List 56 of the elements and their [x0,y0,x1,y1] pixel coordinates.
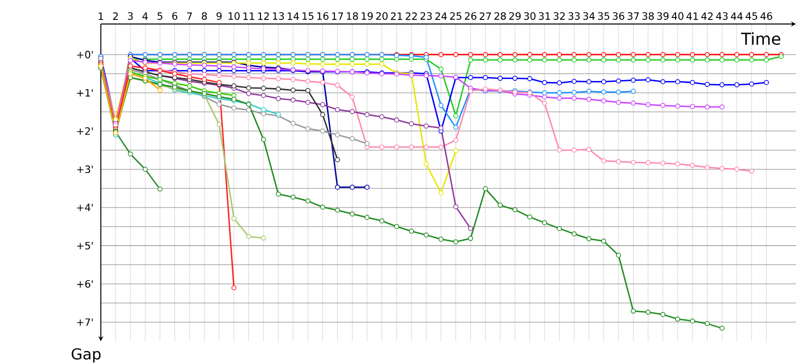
x-tick-label: 31 [538,12,550,20]
y-tick-label: +1' [77,89,93,97]
x-tick-label: 8 [202,12,207,20]
x-tick-label: 6 [172,12,178,20]
x-tick-label: 23 [420,12,432,20]
y-tick-label: +2' [77,127,93,135]
x-tick-label: 46 [760,12,772,20]
x-tick-label: 7 [187,12,192,20]
x-tick-label: 34 [583,12,595,20]
x-tick-label: 19 [362,12,373,20]
x-tick-label: 5 [158,12,162,20]
x-tick-label: 37 [628,12,639,20]
x-tick-label: 14 [288,12,299,20]
y-tick-label: +7' [77,318,93,326]
x-tick-label: 4 [142,12,148,20]
x-tick-label: 17 [332,12,344,20]
x-tick-label: 40 [672,12,684,20]
x-tick-label: 33 [568,12,580,20]
x-tick-label: 12 [258,12,269,20]
x-tick-label: 2 [113,12,118,20]
y-tick-label: +6' [77,280,93,288]
x-tick-label: 42 [701,12,713,20]
x-tick-label: 3 [128,12,133,20]
x-tick-label: 45 [746,12,758,20]
x-tick-label: 36 [612,12,624,20]
x-tick-label: 22 [406,12,417,20]
x-tick-label: 20 [376,12,388,20]
x-tick-label: 32 [554,12,565,20]
x-tick-label: 35 [598,12,610,20]
x-axis-title: Time [741,32,780,45]
x-tick-label: 1 [98,12,104,20]
x-tick-label: 16 [317,12,328,20]
y-tick-label: +3' [77,165,93,174]
x-tick-label: 11 [243,12,254,20]
x-tick-label: 29 [509,12,521,20]
x-tick-label: 9 [216,12,222,20]
x-tick-label: 26 [464,12,476,20]
y-axis-title: Gap [72,348,101,363]
x-tick-label: 21 [390,12,402,20]
x-tick-label: 27 [480,12,491,20]
x-tick-label: 18 [346,12,358,20]
x-tick-label: 10 [228,12,240,20]
x-tick-label: 13 [272,12,284,20]
x-tick-label: 39 [657,12,669,20]
x-tick-label: 15 [302,12,314,20]
x-tick-label: 25 [450,12,462,20]
x-tick-label: 30 [524,12,536,20]
y-tick-label: +0' [77,50,93,58]
x-tick-label: 43 [716,12,728,20]
x-tick-label: 38 [642,12,654,20]
y-tick-label: +5' [77,242,93,250]
x-tick-label: 28 [494,12,506,20]
x-tick-label: 41 [686,12,698,20]
x-tick-label: 44 [730,12,743,20]
x-tick-label: 24 [435,12,447,20]
y-tick-label: +4' [77,204,93,212]
